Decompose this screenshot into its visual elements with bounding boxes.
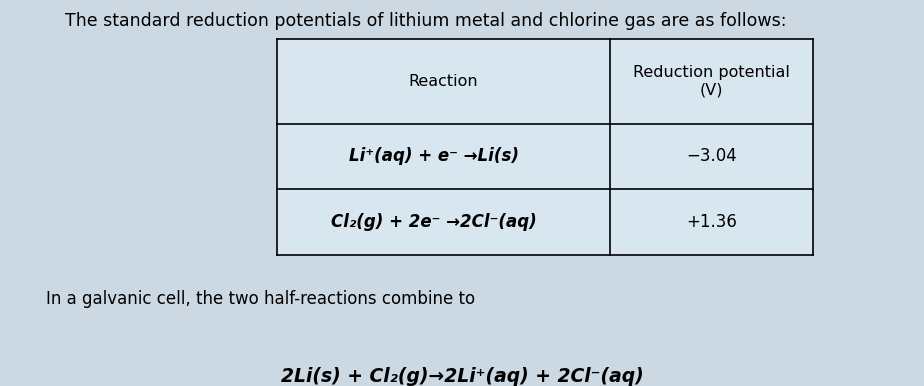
Text: The standard reduction potentials of lithium metal and chlorine gas are as follo: The standard reduction potentials of lit…	[65, 12, 786, 30]
Text: In a galvanic cell, the two half-reactions combine to: In a galvanic cell, the two half-reactio…	[46, 290, 475, 308]
Text: Reduction potential
(V): Reduction potential (V)	[633, 65, 790, 97]
Text: +1.36: +1.36	[686, 213, 737, 231]
Text: 2Li(s) + Cl₂(g)→2Li⁺(aq) + 2Cl⁻(aq): 2Li(s) + Cl₂(g)→2Li⁺(aq) + 2Cl⁻(aq)	[281, 367, 643, 386]
Text: Reaction: Reaction	[408, 74, 479, 88]
Text: Cl₂(g) + 2e⁻ →2Cl⁻(aq): Cl₂(g) + 2e⁻ →2Cl⁻(aq)	[332, 213, 537, 231]
Text: −3.04: −3.04	[687, 147, 736, 165]
Text: Li⁺(aq) + e⁻ →Li(s): Li⁺(aq) + e⁻ →Li(s)	[349, 147, 519, 165]
